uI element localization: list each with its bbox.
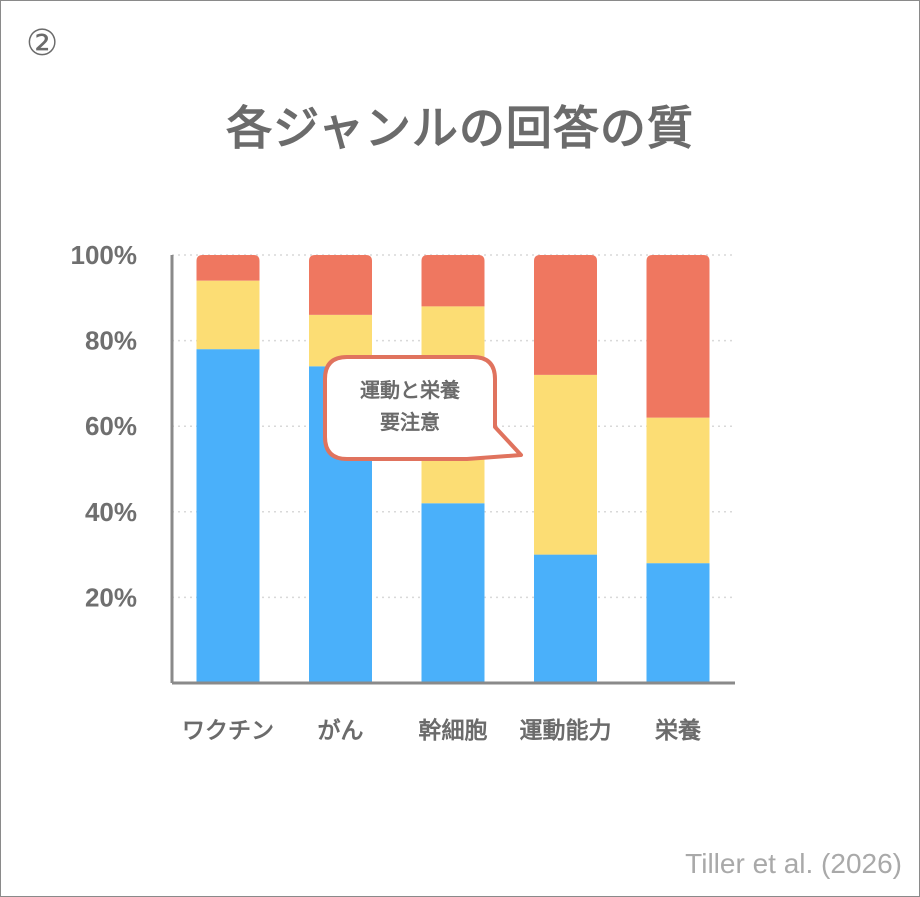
callout-text-line: 運動と栄養 — [360, 378, 461, 402]
callout-text-line: 要注意 — [380, 410, 440, 434]
y-tick-label: 100% — [71, 240, 138, 270]
bar-segment — [421, 255, 485, 307]
chart-title: 各ジャンルの回答の質 — [226, 101, 694, 155]
y-tick-label: 60% — [85, 411, 137, 441]
x-category-label: 栄養 — [654, 717, 702, 744]
bar-segment — [196, 255, 260, 281]
figure-number-badge: ② — [26, 23, 59, 64]
source-credit: Tiller et al. (2026) — [685, 848, 902, 879]
bar-segment — [196, 349, 260, 683]
bar-segment — [309, 255, 372, 315]
bar-segment — [646, 255, 710, 418]
y-tick-label: 40% — [85, 497, 137, 527]
bar-segment — [534, 374, 597, 555]
bar-segment — [534, 255, 597, 375]
bar-segment — [646, 563, 710, 683]
bar-segment — [646, 417, 710, 564]
callout-bubble — [323, 355, 523, 461]
y-tick-label: 20% — [85, 582, 137, 612]
bar-segment — [534, 554, 597, 683]
x-category-label: 運動能力 — [520, 717, 612, 744]
bar-segment — [421, 503, 485, 683]
y-tick-label: 80% — [85, 326, 137, 356]
x-category-label: がん — [318, 717, 364, 744]
x-category-label: 幹細胞 — [419, 717, 488, 744]
bar-segment — [196, 280, 260, 350]
x-category-label: ワクチン — [182, 718, 274, 744]
